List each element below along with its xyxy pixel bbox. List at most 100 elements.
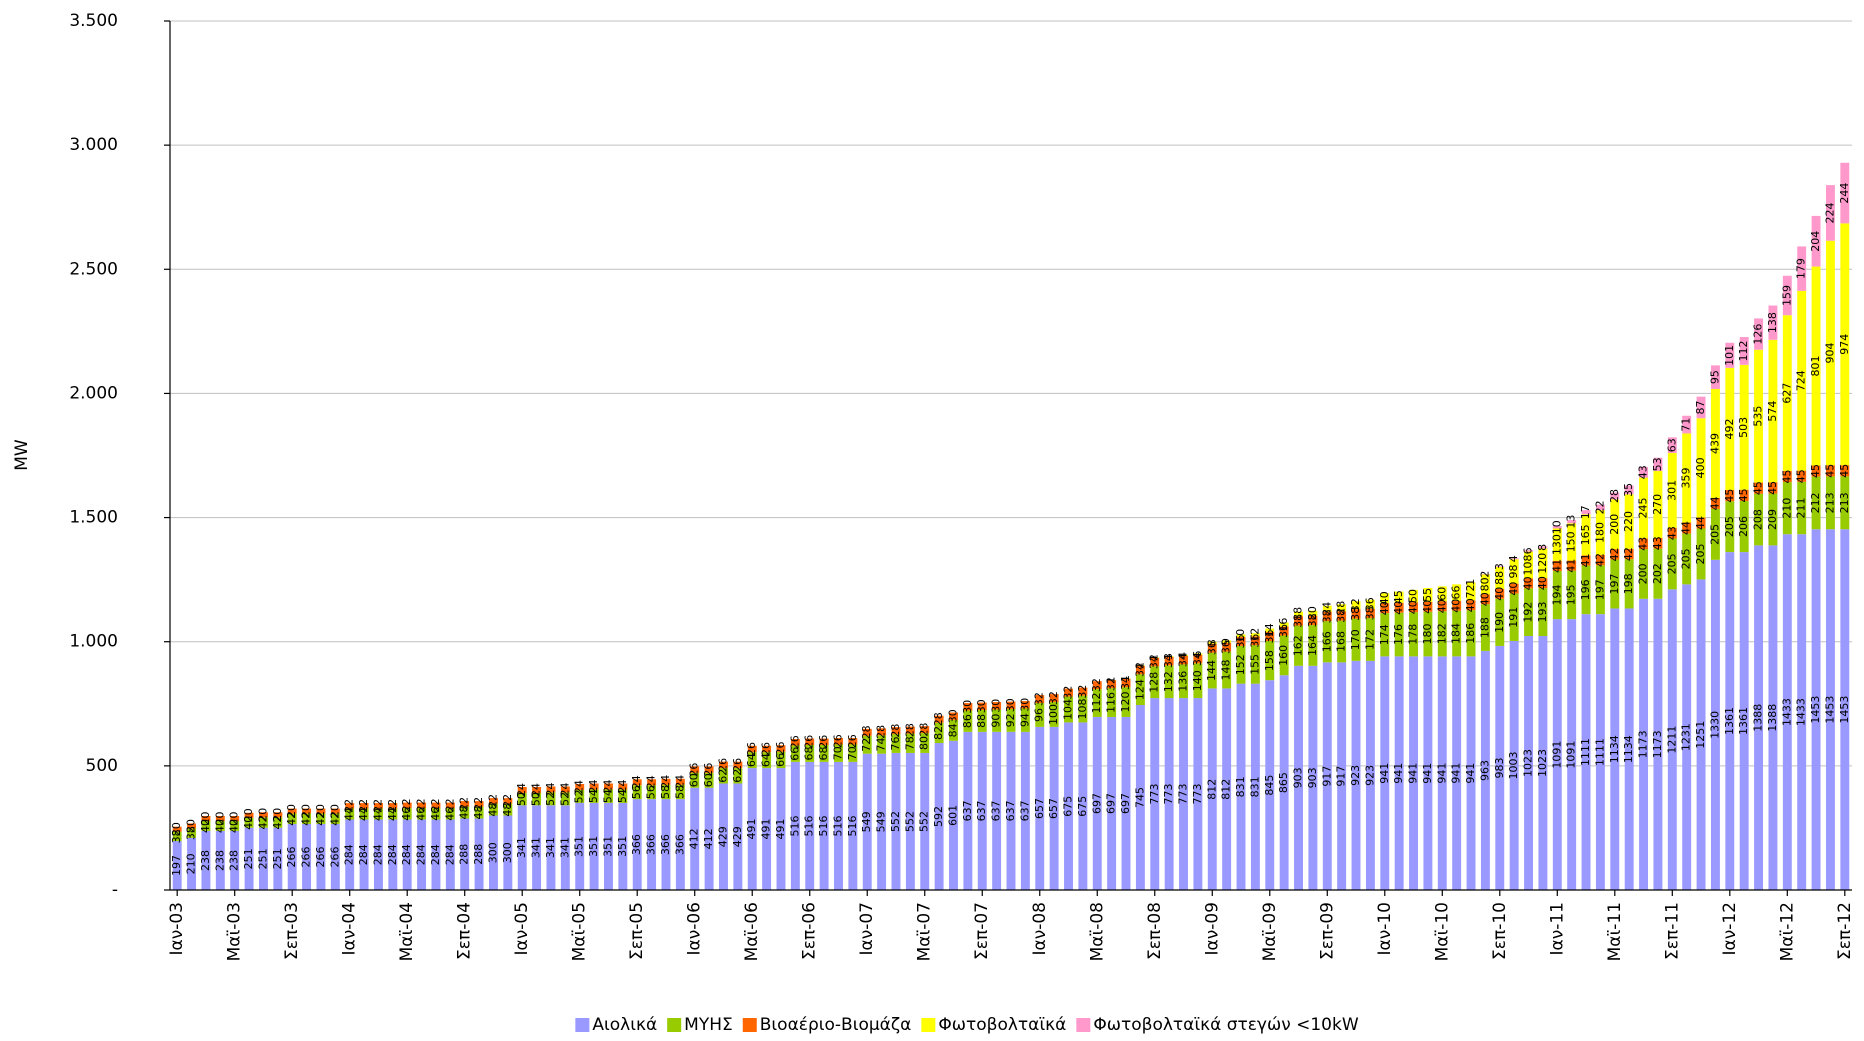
- x-tick-label: Σεπ-12: [1835, 902, 1855, 960]
- bar-segment: [1624, 494, 1634, 549]
- bar-segment: [1480, 594, 1490, 605]
- bar-segment: [690, 772, 700, 788]
- bar-segment: [704, 787, 714, 890]
- value-label: 300: [501, 842, 514, 863]
- value-label: 48: [501, 803, 514, 817]
- value-label: 1: [1464, 579, 1477, 586]
- value-label: 197: [1608, 573, 1621, 594]
- value-label: 917: [1335, 766, 1348, 787]
- bar-segment: [1639, 466, 1649, 478]
- bar-segment: [891, 727, 901, 735]
- bar-segment: [704, 766, 714, 773]
- bar-segment: [1394, 612, 1404, 657]
- value-label: 34: [1177, 653, 1190, 667]
- value-label: 30: [1004, 698, 1017, 712]
- value-label: 40: [1493, 587, 1506, 601]
- bar-segment: [1107, 688, 1117, 717]
- bar-segment: [589, 783, 599, 790]
- value-label: 196: [1579, 579, 1592, 600]
- bar-segment: [431, 802, 441, 809]
- bar-segment: [1595, 510, 1605, 555]
- bar-segment: [330, 808, 340, 814]
- value-label: 200: [1608, 514, 1621, 535]
- bar-segment: [1222, 651, 1232, 689]
- value-label: 697: [1119, 793, 1132, 814]
- value-label: 191: [1507, 607, 1520, 628]
- bar-segment: [1250, 633, 1260, 637]
- bar-segment: [1509, 640, 1519, 890]
- bar-segment: [1236, 636, 1246, 646]
- value-label: 40: [1478, 592, 1491, 606]
- value-label: 70: [846, 746, 859, 760]
- value-label: 220: [1622, 511, 1635, 532]
- value-label: 96: [1033, 708, 1046, 722]
- bar-segment: [1179, 664, 1188, 699]
- bar-segment: [244, 827, 254, 890]
- value-label: 46: [415, 807, 428, 821]
- value-label: 26: [817, 735, 830, 749]
- bar-segment: [1552, 528, 1562, 561]
- bar-segment: [417, 819, 427, 890]
- value-label: 43: [1665, 526, 1678, 540]
- value-label: 34: [1133, 663, 1146, 677]
- bar-segment: [1207, 652, 1217, 689]
- bar-segment: [474, 806, 484, 819]
- bar-segment: [1409, 602, 1418, 613]
- value-label: 1251: [1694, 721, 1707, 749]
- value-label: 351: [616, 836, 629, 857]
- bar-segment: [1624, 548, 1634, 560]
- value-label: 224: [1823, 202, 1836, 223]
- value-label: 71: [1680, 418, 1693, 432]
- bar-segment: [575, 802, 585, 890]
- value-label: 43: [1651, 536, 1664, 550]
- value-label: 429: [716, 826, 729, 847]
- value-label: 270: [1651, 494, 1664, 515]
- bar-segment: [719, 768, 728, 784]
- bar-segment: [1193, 654, 1203, 664]
- value-label: 238: [228, 850, 241, 871]
- value-label: 32: [1090, 678, 1103, 692]
- value-label: 32: [1033, 692, 1046, 706]
- value-label: 1111: [1593, 738, 1606, 766]
- value-label: 724: [1795, 370, 1808, 391]
- bar-segment: [747, 768, 757, 890]
- value-label: 198: [1622, 573, 1635, 594]
- value-label: 26: [774, 741, 787, 755]
- bar-segment: [604, 783, 613, 790]
- value-label: 36: [1363, 597, 1376, 611]
- bars: [172, 162, 1850, 890]
- value-label: 42: [328, 812, 341, 826]
- value-label: 26: [716, 758, 729, 772]
- value-label: 491: [774, 819, 787, 840]
- bar-segment: [1710, 508, 1720, 560]
- bar-segment: [1337, 611, 1347, 621]
- bar-segment: [1078, 695, 1088, 723]
- bar-segment: [1552, 560, 1562, 571]
- bar-segment: [819, 745, 829, 762]
- bar-segment: [905, 733, 915, 753]
- bar-segment: [345, 819, 355, 890]
- bar-segment: [1150, 657, 1160, 667]
- bar-segment: [1222, 640, 1232, 643]
- value-label: 941: [1421, 763, 1434, 784]
- bar-segment: [1495, 588, 1505, 599]
- value-label: 197: [1593, 579, 1606, 600]
- bar-segment: [1265, 640, 1275, 681]
- value-label: 2: [1148, 654, 1161, 661]
- y-tick-label: 3.000: [69, 135, 118, 155]
- value-label: 284: [415, 844, 428, 865]
- bar-segment: [1811, 529, 1821, 890]
- value-label: 204: [1809, 231, 1822, 252]
- value-label: 341: [530, 837, 543, 858]
- bar-segment: [402, 819, 412, 890]
- value-label: 80: [1478, 577, 1491, 591]
- bar-segment: [359, 819, 369, 890]
- value-label: 176: [1392, 624, 1405, 645]
- bar-segment: [661, 799, 671, 890]
- x-tick-label: Σεπ-07: [972, 902, 992, 960]
- bar-segment: [675, 799, 685, 890]
- value-label: 351: [587, 836, 600, 857]
- bar-segment: [1294, 611, 1303, 617]
- bar-segment: [1797, 246, 1807, 291]
- bar-segment: [1308, 610, 1318, 616]
